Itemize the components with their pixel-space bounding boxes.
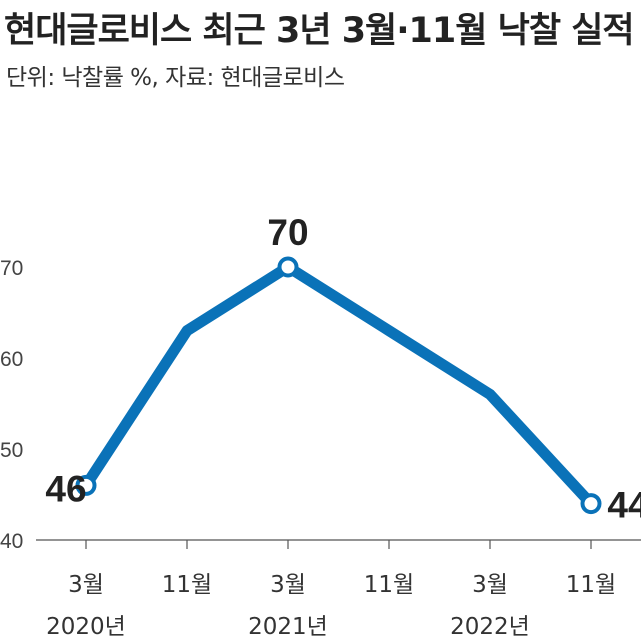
- y-tick-label: 70: [0, 257, 23, 280]
- x-tick-label: 11월: [566, 572, 616, 598]
- x-group-label: 2020년: [46, 614, 126, 639]
- data-point-marker: [580, 493, 602, 515]
- data-label: 44: [607, 485, 641, 526]
- series-line: [80, 261, 597, 510]
- chart-subtitle: 단위: 낙찰률 %, 자료: 현대글로비스: [6, 65, 345, 91]
- x-tick-label: 3월: [472, 572, 508, 598]
- x-tick-label: 3월: [270, 572, 306, 598]
- data-label: 46: [45, 468, 86, 509]
- data-label: 70: [267, 212, 308, 253]
- x-group-label: 2021년: [248, 614, 328, 639]
- y-tick-label: 50: [0, 439, 23, 462]
- y-tick-label: 40: [0, 530, 23, 553]
- x-tick-label: 3월: [68, 572, 104, 598]
- data-point-marker: [75, 474, 97, 496]
- x-tick-label: 11월: [162, 572, 212, 598]
- data-point-marker: [277, 256, 299, 278]
- y-tick-label: 60: [0, 348, 23, 371]
- chart-title: 현대글로비스 최근 3년 3월·11월 낙찰 실적: [4, 11, 635, 51]
- x-group-label: 2022년: [450, 614, 530, 639]
- x-tick-label: 11월: [364, 572, 414, 598]
